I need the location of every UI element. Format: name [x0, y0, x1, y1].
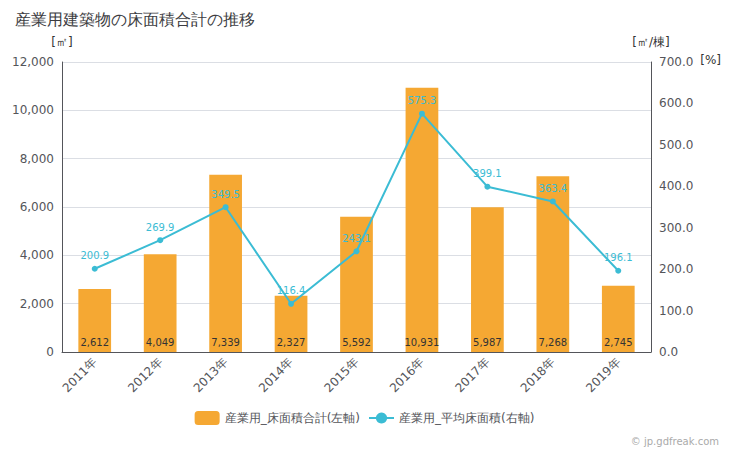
svg-text:399.1: 399.1: [473, 168, 502, 179]
svg-text:600.0: 600.0: [659, 96, 693, 110]
svg-text:269.9: 269.9: [146, 222, 175, 233]
svg-text:2016年: 2016年: [387, 355, 427, 395]
svg-text:12,000: 12,000: [12, 55, 54, 69]
svg-text:0.0: 0.0: [659, 345, 678, 359]
svg-text:7,268: 7,268: [539, 337, 568, 348]
svg-text:2,612: 2,612: [80, 337, 109, 348]
svg-text:243.1: 243.1: [342, 233, 371, 244]
svg-text:700.0: 700.0: [659, 55, 693, 69]
svg-text:200.9: 200.9: [80, 250, 109, 261]
svg-text:2011年: 2011年: [60, 355, 100, 395]
svg-text:2013年: 2013年: [191, 355, 231, 395]
svg-text:6,000: 6,000: [20, 200, 54, 214]
svg-text:2012年: 2012年: [125, 355, 165, 395]
svg-text:5,592: 5,592: [342, 337, 371, 348]
svg-text:2,327: 2,327: [277, 337, 306, 348]
svg-text:116.4: 116.4: [277, 285, 306, 296]
svg-text:© jp.gdfreak.com: © jp.gdfreak.com: [631, 436, 719, 447]
svg-text:[㎡]: [㎡]: [51, 35, 72, 49]
svg-text:575.3: 575.3: [408, 95, 437, 106]
svg-text:349.5: 349.5: [211, 189, 240, 200]
svg-text:2014年: 2014年: [256, 355, 296, 395]
svg-text:8,000: 8,000: [20, 152, 54, 166]
svg-text:100.0: 100.0: [659, 304, 693, 318]
svg-text:2019年: 2019年: [583, 355, 623, 395]
svg-text:500.0: 500.0: [659, 138, 693, 152]
svg-text:2,745: 2,745: [604, 337, 633, 348]
svg-text:7,339: 7,339: [211, 337, 240, 348]
svg-text:2018年: 2018年: [518, 355, 558, 395]
svg-text:10,000: 10,000: [12, 103, 54, 117]
svg-text:363.4: 363.4: [539, 183, 568, 194]
svg-text:産業用建築物の床面積合計の推移: 産業用建築物の床面積合計の推移: [15, 10, 255, 29]
svg-text:196.1: 196.1: [604, 252, 633, 263]
svg-text:300.0: 300.0: [659, 221, 693, 235]
svg-text:10,931: 10,931: [404, 337, 439, 348]
svg-text:4,049: 4,049: [146, 337, 175, 348]
svg-text:400.0: 400.0: [659, 179, 693, 193]
svg-text:2015年: 2015年: [321, 355, 361, 395]
svg-text:5,987: 5,987: [473, 337, 502, 348]
svg-text:2017年: 2017年: [452, 355, 492, 395]
svg-text:200.0: 200.0: [659, 262, 693, 276]
svg-text:0: 0: [46, 345, 54, 359]
svg-text:産業用_床面積合計(左軸): 産業用_床面積合計(左軸): [225, 411, 360, 425]
svg-text:[㎡/棟]: [㎡/棟]: [632, 35, 669, 49]
svg-text:2,000: 2,000: [20, 297, 54, 311]
svg-text:4,000: 4,000: [20, 248, 54, 262]
svg-text:[%]: [%]: [700, 53, 721, 67]
svg-text:産業用_平均床面積(右軸): 産業用_平均床面積(右軸): [399, 411, 534, 425]
